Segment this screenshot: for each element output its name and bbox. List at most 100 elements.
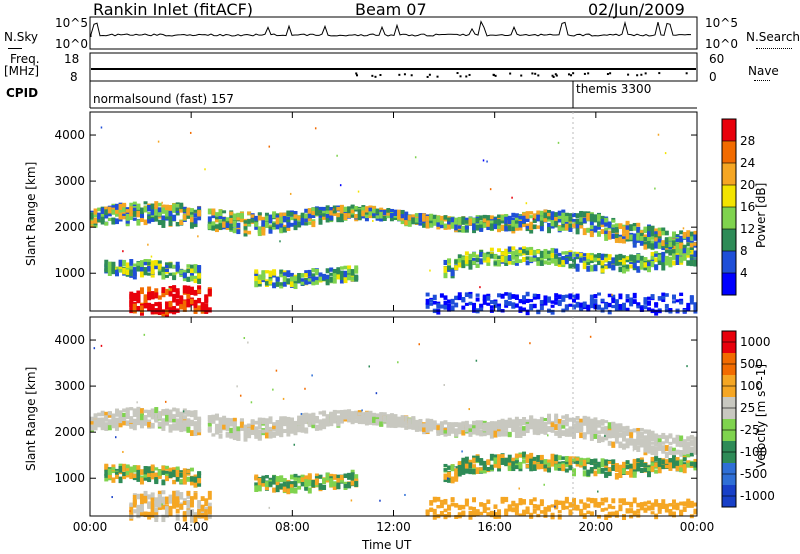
heatmap-cell: [468, 293, 473, 299]
heatmap-cell: [472, 420, 477, 426]
heatmap-cell: [436, 221, 441, 227]
heatmap-cell: [100, 220, 105, 225]
heatmap-cell: [343, 213, 348, 217]
heatmap-cell: [668, 503, 673, 507]
heatmap-cell: [261, 229, 266, 236]
heatmap-cell: [579, 423, 584, 430]
heatmap-cell: [447, 217, 452, 223]
heatmap-cell: [639, 459, 644, 466]
heatmap-cell: [561, 259, 566, 265]
heatmap-cell: [418, 418, 423, 426]
heatmap-cell: [147, 410, 152, 418]
heatmap-cell: [682, 231, 687, 238]
heatmap-cell: [443, 430, 448, 434]
heatmap-cell: [539, 260, 544, 266]
heatmap-cell: [329, 276, 334, 283]
heatmap-cell: [182, 408, 187, 415]
heatmap-cell: [143, 468, 148, 475]
heatmap-cell: [536, 455, 541, 462]
heatmap-cell: [607, 232, 612, 240]
heatmap-cell: [657, 438, 662, 444]
heatmap-cell: [129, 420, 134, 427]
heatmap-cell: [647, 470, 651, 478]
heatmap-cell: [500, 293, 505, 299]
heatmap-cell: [189, 410, 194, 415]
heatmap-cell: [304, 221, 309, 226]
heatmap-cell: [497, 248, 502, 252]
heatmap-cell: [172, 306, 177, 315]
heatmap-cell: [200, 303, 205, 312]
heatmap-cell: [343, 215, 348, 220]
heatmap-cell: [579, 252, 584, 258]
heatmap-cell: [350, 209, 355, 214]
heatmap-cell: [664, 249, 669, 254]
heatmap-cell: [339, 210, 344, 218]
heatmap-cell: [693, 451, 698, 455]
heatmap-cell: [350, 269, 355, 276]
heatmap-cell: [139, 305, 144, 313]
heatmap-cell: [554, 301, 559, 305]
heatmap-cell: [279, 282, 284, 286]
heatmap-cell: [597, 221, 601, 227]
heatmap-cell: [586, 304, 591, 309]
heatmap-cell: [597, 305, 601, 310]
heatmap-cell: [486, 216, 491, 221]
heatmap-cell: [661, 297, 666, 303]
heatmap-cell: [611, 293, 613, 296]
heatmap-cell: [504, 214, 509, 219]
heatmap-cell: [461, 450, 463, 453]
heatmap-cell: [164, 470, 169, 476]
heatmap-cell: [550, 211, 555, 217]
heatmap-cell: [543, 418, 548, 422]
heatmap-cell: [179, 425, 184, 433]
heatmap-cell: [150, 260, 155, 267]
heatmap-cell: [261, 475, 266, 481]
heatmap-cell: [622, 461, 626, 469]
heatmap-cell: [279, 422, 284, 426]
heatmap-cell: [604, 233, 609, 241]
heatmap-cell: [136, 265, 141, 272]
heatmap-cell: [450, 497, 455, 501]
heatmap-cell: [664, 303, 669, 309]
nave-point: [583, 72, 586, 75]
heatmap-cell: [472, 223, 477, 231]
heatmap-cell: [318, 483, 323, 490]
heatmap-cell: [275, 277, 280, 282]
heatmap-cell: [214, 416, 219, 421]
heatmap-cell: [461, 421, 466, 426]
heatmap-cell: [193, 423, 198, 428]
heatmap-cell: [354, 265, 359, 270]
heatmap-cell: [525, 464, 530, 468]
heatmap-cell: [175, 291, 180, 298]
heatmap-cell: [593, 417, 598, 421]
heatmap-cell: [682, 464, 687, 469]
heatmap-cell: [543, 459, 548, 465]
heatmap-cell: [493, 424, 498, 431]
heatmap-cell: [661, 227, 666, 233]
heatmap-cell: [189, 275, 194, 282]
heatmap-cell: [200, 504, 205, 512]
heatmap-cell: [443, 508, 448, 513]
heatmap-cell: [625, 256, 630, 260]
heatmap-cell: [93, 218, 98, 224]
heatmap-cell: [482, 223, 487, 228]
heatmap-cell: [607, 254, 612, 261]
heatmap-cell: [372, 412, 377, 417]
heatmap-cell: [514, 260, 519, 266]
heatmap-cell: [364, 411, 369, 416]
heatmap-cell: [443, 218, 448, 222]
heatmap-cell: [157, 473, 162, 479]
heatmap-cell: [107, 217, 112, 222]
heatmap-cell: [300, 212, 305, 220]
heatmap-cell: [657, 508, 662, 514]
heatmap-cell: [361, 413, 366, 419]
nave-point: [531, 72, 534, 75]
heatmap-cell: [286, 481, 291, 487]
heatmap-cell: [693, 439, 698, 445]
heatmap-cell: [347, 274, 352, 281]
heatmap-cell: [686, 502, 691, 508]
heatmap-cell: [582, 262, 587, 270]
heatmap-cell: [522, 295, 527, 301]
heatmap-cell: [636, 253, 641, 261]
heatmap-cell: [618, 260, 623, 266]
